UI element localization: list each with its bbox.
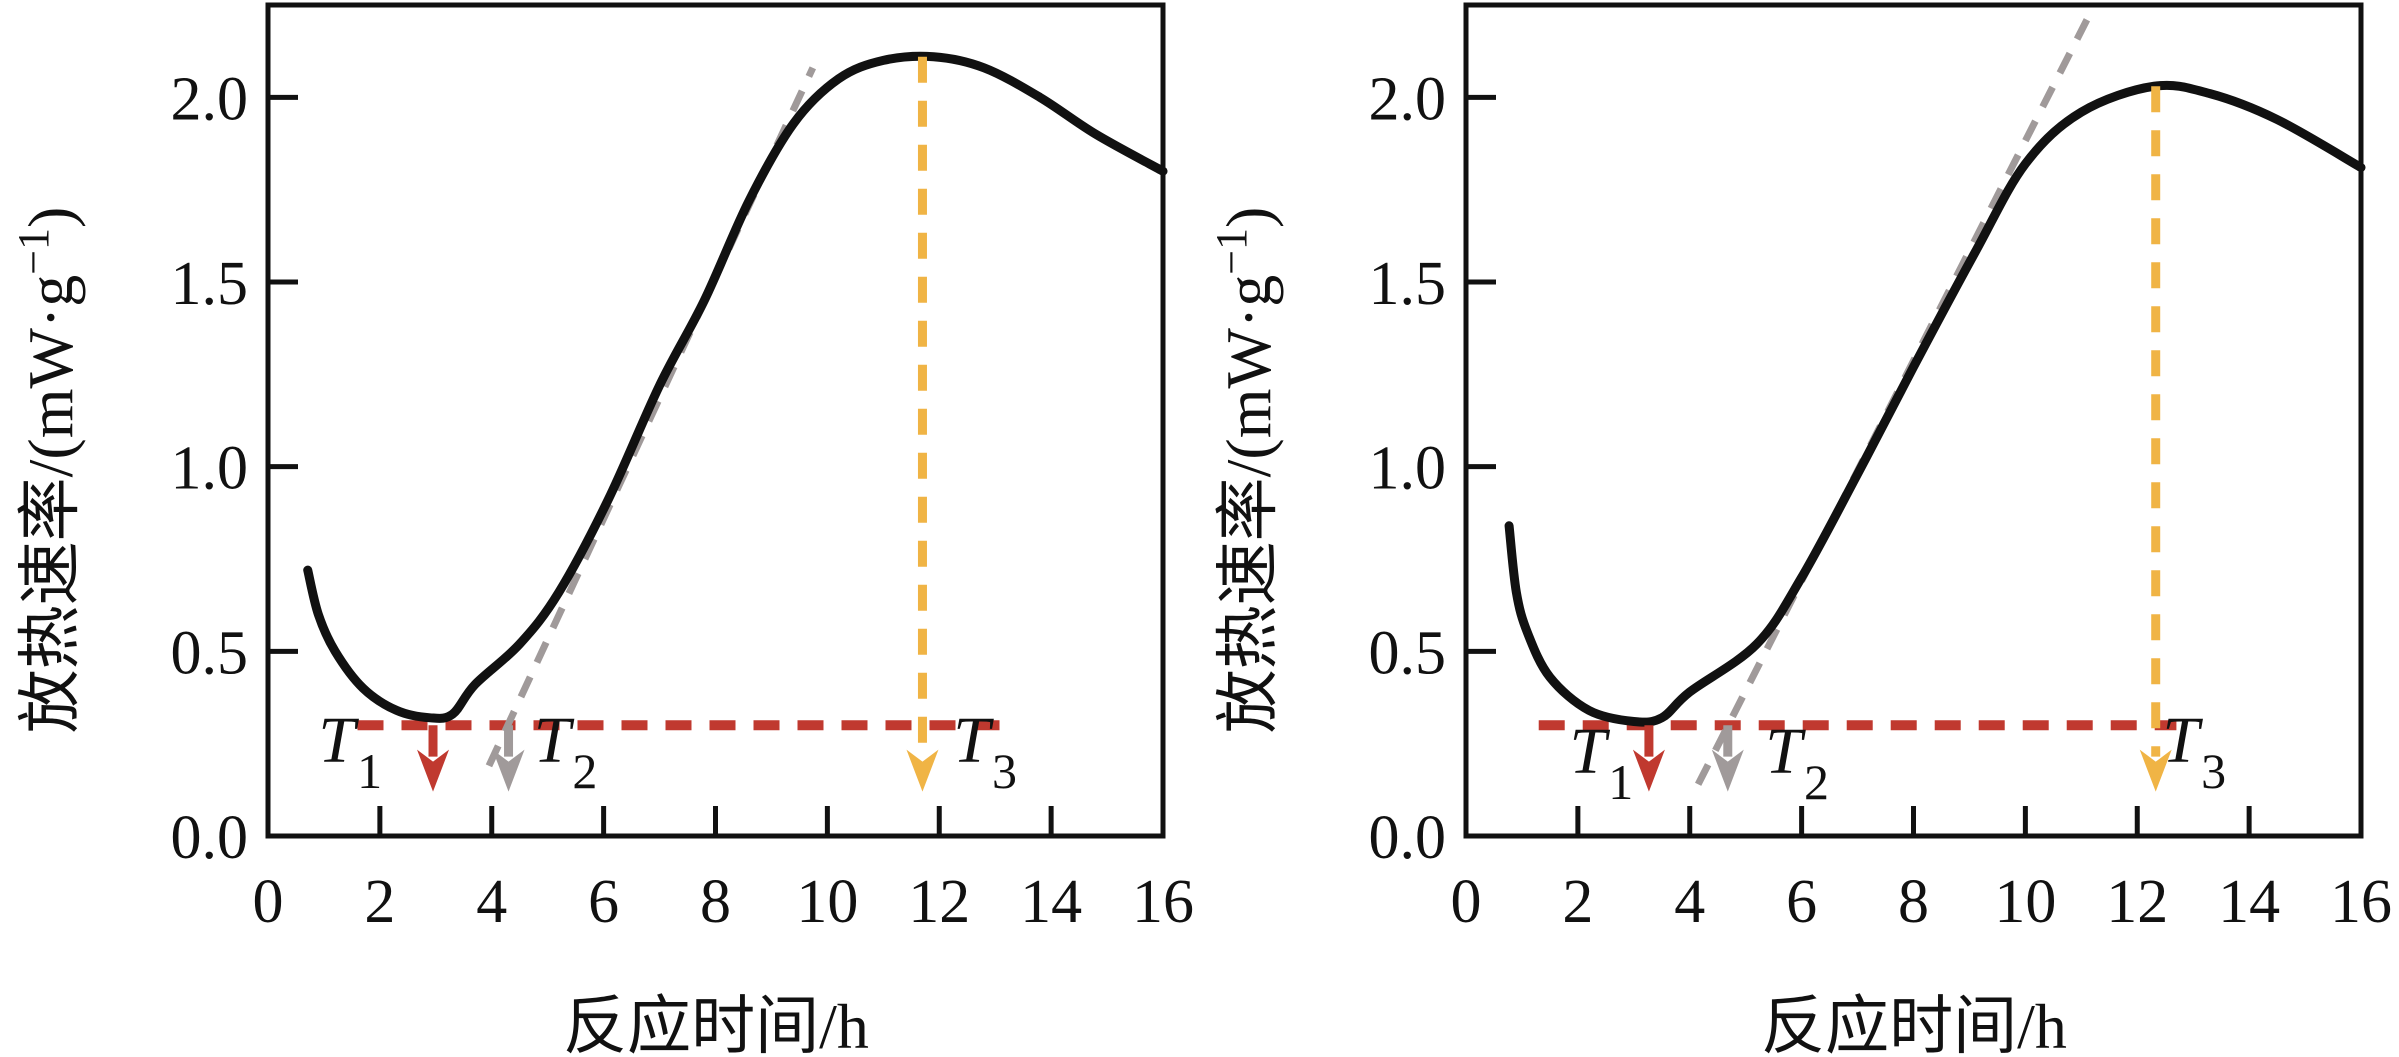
x-tick-label: 10 bbox=[1994, 868, 2056, 936]
x-tick-label: 16 bbox=[1132, 868, 1194, 936]
y-tick-label: 0.0 bbox=[171, 804, 249, 872]
chart-panel-left: 0 2 4 6 8 10 12 14 16 0.0 0.5 1.0 1.5 2.0 反应时间/h 放热速率/(… bbox=[9, 2, 1194, 1057]
x-tick-label: 16 bbox=[2330, 868, 2392, 936]
x-tick-label: 12 bbox=[2106, 868, 2168, 936]
x-axis-title: 反应时间/h bbox=[563, 991, 869, 1057]
y-tick-label: 1.5 bbox=[1369, 250, 1447, 318]
x-tick-label: 4 bbox=[476, 868, 507, 936]
y-tick-label: 1.0 bbox=[171, 435, 249, 503]
marker-arrow-icon bbox=[492, 749, 525, 792]
x-tick-label: 0 bbox=[253, 868, 284, 936]
x-axis-title: 反应时间/h bbox=[1761, 991, 2067, 1057]
marker-label-T2: T2 bbox=[1765, 715, 1829, 810]
marker-label-T2: T2 bbox=[534, 704, 598, 799]
x-tick-label: 6 bbox=[1786, 868, 1817, 936]
marker-label-T3: T3 bbox=[953, 704, 1017, 799]
y-axis-title: 放热速率/(mW·g−1) bbox=[9, 207, 86, 734]
x-tick-label: 10 bbox=[796, 868, 858, 936]
marker-label-T1: T1 bbox=[318, 704, 382, 799]
data-line-heat-flow bbox=[303, 51, 1168, 723]
x-tick-label: 14 bbox=[1020, 868, 1082, 936]
x-tick-label: 12 bbox=[908, 868, 970, 936]
x-tick-label: 8 bbox=[1898, 868, 1929, 936]
x-tick-label: 8 bbox=[700, 868, 731, 936]
y-tick-label: 0.0 bbox=[1369, 804, 1447, 872]
y-axis-title: 放热速率/(mW·g−1) bbox=[1207, 207, 1284, 734]
tangent-dashed-line bbox=[485, 66, 817, 768]
x-tick-label: 2 bbox=[364, 868, 395, 936]
x-tick-label: 0 bbox=[1451, 868, 1482, 936]
y-tick-label: 2.0 bbox=[171, 65, 249, 133]
x-tick-label: 6 bbox=[588, 868, 619, 936]
marker-label-T3: T3 bbox=[2162, 704, 2226, 799]
y-tick-label: 2.0 bbox=[1369, 65, 1447, 133]
y-tick-label: 0.5 bbox=[171, 619, 249, 687]
y-tick-label: 1.5 bbox=[171, 250, 249, 318]
x-tick-label: 2 bbox=[1562, 868, 1593, 936]
marker-arrow-icon bbox=[1711, 749, 1744, 792]
marker-arrow-icon bbox=[906, 749, 939, 792]
data-line-heat-flow bbox=[1504, 80, 2366, 727]
marker-label-T1: T1 bbox=[1569, 715, 1633, 810]
y-tick-label: 1.0 bbox=[1369, 435, 1447, 503]
x-tick-label: 14 bbox=[2218, 868, 2280, 936]
marker-arrow-icon bbox=[2139, 749, 2172, 792]
marker-arrow-icon bbox=[1632, 749, 1665, 792]
chart-panel-right: 0 2 4 6 8 10 12 14 16 0.0 0.5 1.0 1.5 2.0 反应时间/h 放热速率/(… bbox=[1207, 2, 2392, 1057]
x-tick-label: 4 bbox=[1674, 868, 1705, 936]
marker-arrow-icon bbox=[417, 749, 450, 792]
y-tick-label: 0.5 bbox=[1369, 619, 1447, 687]
